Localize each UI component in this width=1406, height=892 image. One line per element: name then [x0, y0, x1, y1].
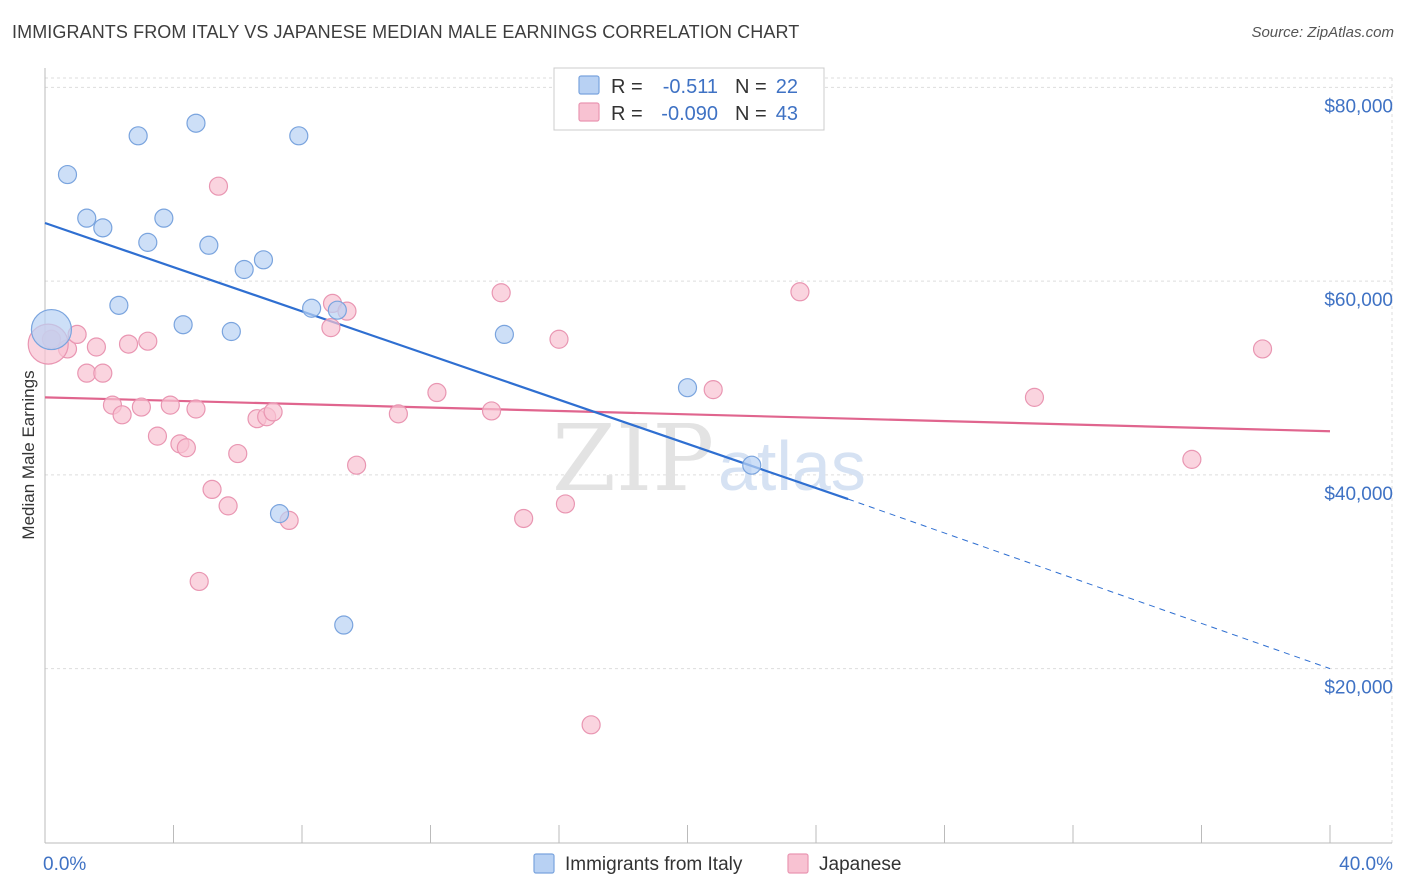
series-legend: Immigrants from Italy Japanese [533, 853, 901, 875]
point-japanese [321, 318, 341, 338]
axes [44, 68, 1392, 844]
y-axis-label: Median Male Earnings [19, 370, 38, 539]
point-italy [128, 126, 148, 146]
point-japanese [347, 455, 367, 475]
point-italy [334, 615, 354, 635]
legend-n-label-italy: N = [735, 76, 767, 98]
point-italy [253, 250, 274, 270]
point-japanese [388, 404, 408, 424]
y-tick-labels: $20,000 $40,000 $60,000 $80,000 [1324, 96, 1393, 698]
point-italy [93, 218, 113, 238]
point-italy [742, 455, 762, 475]
point-italy [30, 308, 73, 351]
watermark-zip: ZIP [552, 405, 714, 512]
legend-n-value-italy: 22 [776, 76, 798, 98]
legend-r-label-japanese: R = [611, 103, 643, 125]
x-tick-label-min: 0.0% [43, 854, 86, 875]
point-japanese [1024, 387, 1045, 407]
legend-r-value-japanese: -0.090 [661, 103, 718, 125]
point-italy [57, 164, 78, 185]
point-japanese [112, 405, 132, 425]
point-japanese [160, 395, 180, 415]
point-japanese [77, 363, 97, 383]
y-tick-label-0: $20,000 [1324, 678, 1393, 699]
trend-line-italy [44, 221, 849, 501]
legend-n-label-japanese: N = [735, 103, 767, 125]
x-tick-label-max: 40.0% [1339, 854, 1393, 875]
point-japanese [176, 438, 196, 458]
legend-r-label-italy: R = [611, 76, 643, 98]
point-japanese [427, 382, 447, 403]
point-japanese [549, 329, 569, 349]
point-japanese [118, 334, 139, 354]
point-italy [138, 232, 158, 252]
point-japanese [86, 337, 107, 357]
point-japanese [581, 715, 601, 735]
x-tick-labels: 0.0% 40.0% [43, 854, 1393, 875]
point-japanese [1252, 339, 1273, 359]
point-japanese [263, 402, 283, 422]
point-japanese [790, 282, 810, 302]
correlation-legend: R = -0.511 N = 22 R = -0.090 N = 43 [553, 67, 825, 131]
point-japanese [481, 401, 502, 421]
point-japanese [1182, 449, 1202, 469]
legend-swatch-japanese [578, 102, 600, 122]
chart-title: IMMIGRANTS FROM ITALY VS JAPANESE MEDIAN… [12, 22, 800, 42]
trend-lines [44, 221, 1331, 670]
watermark-atlas: atlas [718, 427, 866, 505]
point-italy [677, 378, 698, 398]
point-japanese [131, 397, 151, 417]
point-italy [234, 259, 254, 280]
legend-swatch-italy [578, 75, 600, 95]
point-italy [289, 126, 309, 146]
point-italy [109, 295, 129, 315]
point-japanese [228, 443, 248, 464]
trend-line-japanese [44, 396, 1331, 433]
legend-n-value-japanese: 43 [776, 103, 798, 125]
bottom-legend-label-italy: Immigrants from Italy [565, 854, 743, 875]
chart-source: Source: ZipAtlas.com [1251, 24, 1394, 41]
point-italy [77, 208, 97, 228]
data-points [27, 113, 1273, 735]
point-italy [494, 324, 514, 345]
point-italy [186, 113, 206, 133]
point-japanese [93, 363, 113, 383]
point-italy [221, 321, 241, 342]
bottom-legend-label-japanese: Japanese [819, 854, 901, 875]
point-japanese [147, 426, 168, 446]
y-tick-label-2: $60,000 [1324, 290, 1393, 311]
point-japanese [703, 380, 723, 400]
watermark: ZIP atlas [552, 405, 866, 512]
trend-line-italy-extension [847, 498, 1331, 670]
point-japanese [491, 283, 511, 303]
point-japanese [138, 331, 158, 351]
point-italy [327, 300, 347, 320]
point-japanese [555, 494, 576, 514]
point-japanese [186, 399, 206, 419]
y-tick-label-3: $80,000 [1324, 96, 1393, 117]
point-italy [154, 208, 174, 228]
point-italy [269, 504, 290, 524]
bottom-legend-swatch-japanese [787, 853, 809, 874]
point-japanese [202, 479, 222, 500]
point-italy [199, 235, 219, 255]
point-japanese [218, 496, 238, 516]
legend-r-value-italy: -0.511 [663, 76, 718, 98]
y-tick-label-1: $40,000 [1324, 484, 1393, 505]
point-italy [302, 298, 322, 318]
point-italy [173, 315, 193, 335]
point-japanese [514, 508, 534, 529]
point-japanese [189, 571, 209, 592]
bottom-legend-swatch-italy [533, 853, 555, 874]
point-japanese [208, 176, 229, 196]
